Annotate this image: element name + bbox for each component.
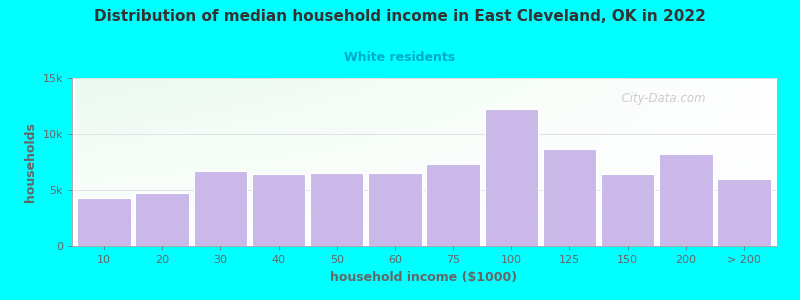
Bar [718,179,770,246]
Bar [542,148,596,246]
Text: White residents: White residents [345,51,455,64]
Y-axis label: households: households [24,122,37,202]
Bar [135,194,189,246]
Bar [485,110,538,246]
Text: City-Data.com: City-Data.com [614,92,706,105]
Bar [368,173,422,246]
Bar [659,154,713,246]
Bar [252,174,306,246]
X-axis label: household income ($1000): household income ($1000) [330,271,518,284]
Bar [426,164,480,246]
Text: Distribution of median household income in East Cleveland, OK in 2022: Distribution of median household income … [94,9,706,24]
Bar [78,198,130,246]
Bar [194,171,247,246]
Bar [601,174,654,246]
Bar [310,173,363,246]
